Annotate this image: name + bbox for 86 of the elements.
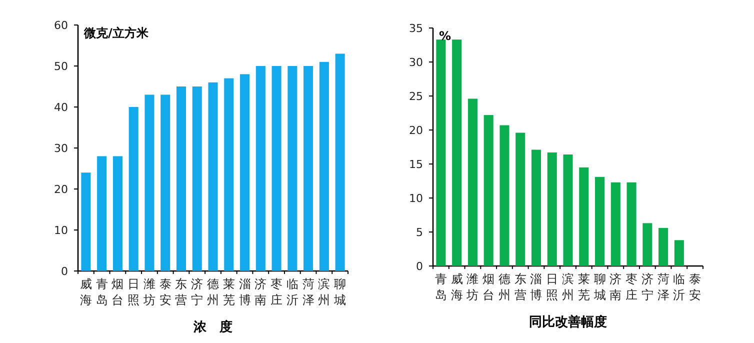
bar (563, 154, 573, 266)
x-tick-label: 聊城 (333, 277, 346, 307)
x-tick-label: 威海 (450, 272, 463, 302)
x-tick-label: 菏泽 (302, 277, 314, 307)
x-tick-label: 聊城 (592, 272, 606, 302)
x-tick-label: 淄博 (530, 272, 542, 302)
x-tick-label: 东营 (175, 277, 188, 307)
x-tick-label: 莱芜 (222, 277, 235, 307)
x-tick-label: 滨州 (318, 277, 330, 307)
y-tick-label: 60 (54, 19, 68, 32)
x-tick-label: 济南 (254, 277, 267, 307)
bar (256, 66, 266, 271)
x-tick-label: 泰安 (689, 272, 702, 302)
bar (468, 98, 478, 266)
bar (304, 66, 314, 271)
x-tick-label: 淄博 (238, 277, 251, 307)
y-tick-label: 20 (409, 124, 423, 137)
x-tick-label: 潍坊 (466, 272, 479, 302)
bar (610, 182, 620, 266)
bar (452, 40, 462, 266)
y-axis-title: 微克/立方米 (83, 26, 150, 40)
x-tick-label: 枣庄 (270, 277, 283, 307)
y-tick-label: 0 (416, 260, 423, 273)
x-tick-label: 青岛 (434, 272, 447, 302)
x-tick-label: 临沂 (286, 277, 298, 307)
x-tick-label: 济南 (610, 272, 622, 302)
bar (160, 94, 170, 271)
y-axis-title: % (439, 29, 452, 43)
y-tick-label: 40 (54, 101, 68, 114)
bar (579, 167, 589, 266)
bar (626, 182, 636, 266)
x-tick-label: 济宁 (191, 277, 204, 307)
x-tick-label: 日照 (546, 272, 558, 302)
bar (240, 74, 250, 271)
bar (208, 82, 218, 271)
x-tick-label: 烟台 (112, 277, 124, 307)
bar (674, 240, 684, 266)
bar (97, 156, 107, 271)
x-tick-label: 滨州 (562, 272, 574, 302)
y-tick-label: 10 (54, 224, 68, 237)
x-tick-label: 菏泽 (657, 272, 670, 302)
bar (288, 66, 298, 271)
y-tick-label: 5 (416, 226, 423, 239)
bar (547, 152, 557, 266)
bar (272, 66, 282, 271)
bar (224, 78, 234, 271)
bar (144, 94, 154, 271)
x-tick-label: 威海 (80, 277, 92, 307)
bar (112, 156, 122, 271)
x-tick-label: 临沂 (673, 272, 686, 302)
x-tick-label: 泰安 (159, 277, 172, 307)
y-tick-label: 35 (409, 22, 423, 35)
bar (516, 132, 526, 266)
x-tick-label: 潍坊 (142, 277, 156, 307)
y-tick-label: 10 (409, 192, 423, 205)
bar (531, 150, 541, 266)
bar (128, 107, 138, 271)
x-axis-title: 浓 度 (192, 319, 232, 335)
bar (319, 62, 329, 271)
y-tick-label: 0 (61, 265, 68, 278)
x-tick-label: 莱芜 (578, 272, 590, 302)
bar (192, 86, 202, 271)
x-tick-label: 枣庄 (626, 272, 638, 302)
x-tick-label: 日照 (128, 277, 140, 307)
bar (484, 115, 494, 266)
x-axis-title: 同比改善幅度 (529, 314, 607, 330)
x-tick-label: 济宁 (641, 272, 654, 302)
y-tick-label: 20 (54, 183, 68, 196)
bar (658, 228, 668, 266)
bar (436, 40, 446, 266)
y-tick-label: 25 (409, 90, 423, 103)
y-tick-label: 50 (54, 60, 68, 73)
bar (81, 172, 91, 271)
x-tick-label: 德州 (498, 272, 510, 302)
x-tick-label: 德州 (207, 277, 219, 307)
bar (595, 176, 605, 266)
x-tick-label: 青岛 (96, 277, 108, 307)
bar (642, 223, 652, 266)
bar (500, 125, 510, 266)
bar (176, 86, 186, 271)
y-tick-label: 30 (54, 142, 68, 155)
x-tick-label: 烟台 (482, 272, 495, 302)
y-tick-label: 30 (409, 56, 423, 69)
x-tick-label: 东营 (514, 272, 526, 302)
y-tick-label: 15 (409, 158, 423, 171)
bar (335, 54, 345, 271)
